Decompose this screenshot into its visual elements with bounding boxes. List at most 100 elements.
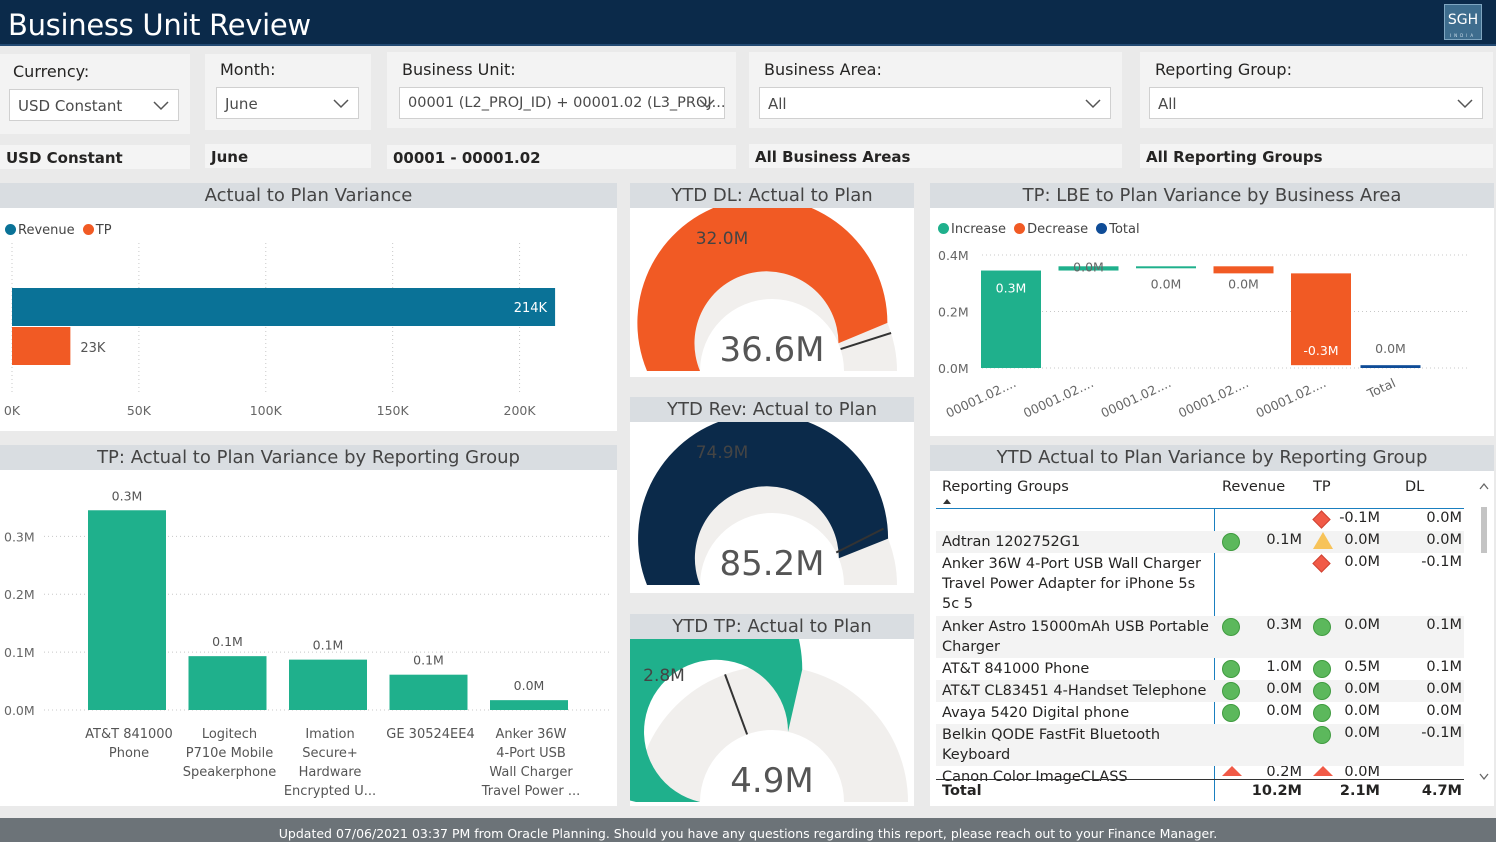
data-label: 0.0M	[1375, 341, 1406, 356]
gauge-target-marker	[840, 332, 892, 351]
x-tick-label: 00001.02....	[1176, 375, 1251, 421]
data-label: 0.1M	[212, 634, 243, 649]
table-row[interactable]: Avaya 5420 Digital phone 0.0M 0.0M 0.0M	[936, 702, 1464, 724]
gauge-panel-rev: YTD Rev: Actual to Plan 74.9M 85.2M	[630, 397, 914, 593]
data-label: 0.0M	[1151, 276, 1182, 291]
row-group-name: AT&T CL83451 4-Handset Telephone	[942, 683, 1207, 699]
table-scrollbar[interactable]	[1477, 477, 1491, 787]
legend-dot-decrease	[1014, 223, 1026, 234]
header-divider	[936, 508, 1464, 509]
row-revenue: 0.0M	[1266, 703, 1302, 719]
gauge-rev-title: YTD Rev: Actual to Plan	[630, 397, 914, 422]
business-unit-slicer: Business Unit: 00001 (L2_PROJ_ID) + 0000…	[387, 52, 736, 128]
col-header-revenue[interactable]: Revenue	[1222, 479, 1286, 495]
scroll-down-icon[interactable]	[1477, 771, 1491, 783]
status-green-circle-icon	[1313, 618, 1331, 636]
status-green-circle-icon	[1313, 704, 1331, 722]
chevron-down-icon	[699, 99, 715, 109]
table-row[interactable]: Canon Color ImageCLASS 0.2M 0.0M	[936, 766, 1464, 786]
waterfall-bar	[981, 270, 1041, 368]
row-dl: -0.1M	[1421, 725, 1462, 741]
legend-dot-tp	[82, 224, 94, 235]
legend-revenue: Revenue	[18, 223, 75, 238]
business-unit-dropdown[interactable]: 00001 (L2_PROJ_ID) + 00001.02 (L3_PROJ..…	[399, 87, 725, 119]
row-tp: 0.5M	[1344, 659, 1380, 675]
gauge-tp: 2.8M 4.9M	[630, 639, 908, 802]
chevron-down-icon	[333, 99, 349, 109]
row-tp: 0.0M	[1344, 617, 1380, 633]
row-tp: -0.1M	[1339, 510, 1380, 526]
col-header-dl[interactable]: DL	[1405, 479, 1425, 495]
y-tick-label: 0.2M	[4, 587, 35, 602]
x-tick-label: Phone	[109, 746, 149, 761]
table-row[interactable]: Anker Astro 15000mAh USB Portable Charge…	[936, 616, 1464, 658]
table-row[interactable]: AT&T CL83451 4-Handset Telephone 0.0M 0.0M…	[936, 680, 1464, 702]
row-group-name: Belkin QODE FastFit Bluetooth Keyboard	[942, 727, 1161, 763]
gauge-fill	[638, 422, 889, 585]
table-row[interactable]: Adtran 1202752G1 0.1M 0.0M 0.0M	[936, 531, 1464, 553]
status-green-circle-icon	[1222, 618, 1240, 636]
gauge-dl: 32.0M 36.6M	[637, 208, 897, 371]
x-tick-label: Travel Power ...	[481, 784, 581, 799]
gauge-fill	[637, 208, 888, 371]
row-dl: 0.0M	[1426, 532, 1462, 548]
status-red-triangle-icon	[1313, 766, 1333, 776]
row-tp: 0.0M	[1344, 766, 1380, 780]
total-divider	[936, 779, 1464, 780]
sort-ascending-icon	[943, 499, 951, 504]
y-tick-label: 0.0M	[4, 703, 35, 718]
data-label: 0.0M	[514, 678, 545, 693]
total-dl: 4.7M	[1421, 783, 1462, 799]
scroll-up-icon[interactable]	[1477, 480, 1491, 492]
status-yellow-triangle-icon	[1313, 532, 1333, 549]
row-dl: -0.1M	[1421, 554, 1462, 570]
data-label: 0.1M	[313, 638, 344, 653]
total-label: Total	[942, 783, 982, 799]
reporting-group-selection-card: All Reporting Groups	[1140, 144, 1493, 168]
business-area-dropdown[interactable]: All	[759, 87, 1111, 119]
row-tp: 0.0M	[1344, 703, 1380, 719]
business-unit-selection-card: 00001 - 00001.02	[387, 145, 736, 169]
status-green-circle-icon	[1222, 682, 1240, 700]
report-footer: Updated 07/06/2021 03:37 PM from Oracle …	[0, 818, 1496, 842]
data-label: 0.3M	[996, 281, 1027, 296]
waterfall-bar	[1136, 266, 1196, 269]
waterfall-legend: Increase Decrease Total	[938, 222, 1140, 237]
col-header-tp[interactable]: TP	[1313, 479, 1331, 495]
legend-decrease: Decrease	[1027, 222, 1089, 237]
gauge-panel-tp: YTD TP: Actual to Plan 2.8M 4.9M	[630, 614, 914, 806]
gauge-target-label: 36.6M	[719, 330, 824, 370]
row-tp: 0.0M	[1344, 725, 1380, 741]
bar-tp	[12, 327, 71, 365]
col-header-reporting-groups[interactable]: Reporting Groups	[942, 479, 1069, 495]
month-dropdown[interactable]: June	[216, 87, 359, 119]
row-revenue: 0.2M	[1266, 766, 1302, 780]
currency-dropdown[interactable]: USD Constant	[9, 89, 179, 121]
x-tick-label: 4-Port USB	[496, 746, 566, 761]
table-row[interactable]: Belkin QODE FastFit Bluetooth Keyboard 0.…	[936, 724, 1464, 766]
reporting-group-dropdown[interactable]: All	[1149, 87, 1483, 119]
variance-bar-chart: 0K 50K 100K 150K 200K 214K 23K	[4, 243, 556, 418]
total-tp: 2.1M	[1339, 783, 1380, 799]
table-row[interactable]: AT&T 841000 Phone 1.0M 0.5M 0.1M	[936, 658, 1464, 680]
variance-chart-panel: Actual to Plan Variance Revenue TP 0K 50K…	[0, 183, 617, 431]
bar	[88, 510, 166, 710]
currency-label: Currency:	[13, 62, 90, 81]
table-title-bar: YTD Actual to Plan Variance by Reporting…	[930, 445, 1494, 471]
row-revenue: 0.3M	[1266, 617, 1302, 633]
x-tick-label: Anker 36W	[495, 727, 566, 742]
y-tick-label: 0.0M	[938, 361, 969, 376]
gauge-fill	[630, 639, 803, 802]
table-row[interactable]: Anker 36W 4-Port USB Wall Charger Travel…	[936, 553, 1464, 616]
business-area-slicer: Business Area: All	[749, 52, 1122, 128]
status-red-diamond-icon	[1312, 510, 1331, 529]
data-label: 23K	[80, 341, 106, 356]
x-tick-label: 00001.02....	[1021, 375, 1096, 421]
gauge-rev: 74.9M 85.2M	[638, 422, 897, 585]
scrollbar-thumb[interactable]	[1481, 507, 1487, 553]
table-row[interactable]: -0.1M 0.0M	[936, 509, 1464, 531]
gauge-value-label: 2.8M	[643, 666, 685, 686]
row-tp: 0.0M	[1344, 532, 1380, 548]
tp-bar-panel: TP: Actual to Plan Variance by Reporting…	[0, 445, 617, 806]
x-tick-label: Total	[1364, 375, 1398, 401]
